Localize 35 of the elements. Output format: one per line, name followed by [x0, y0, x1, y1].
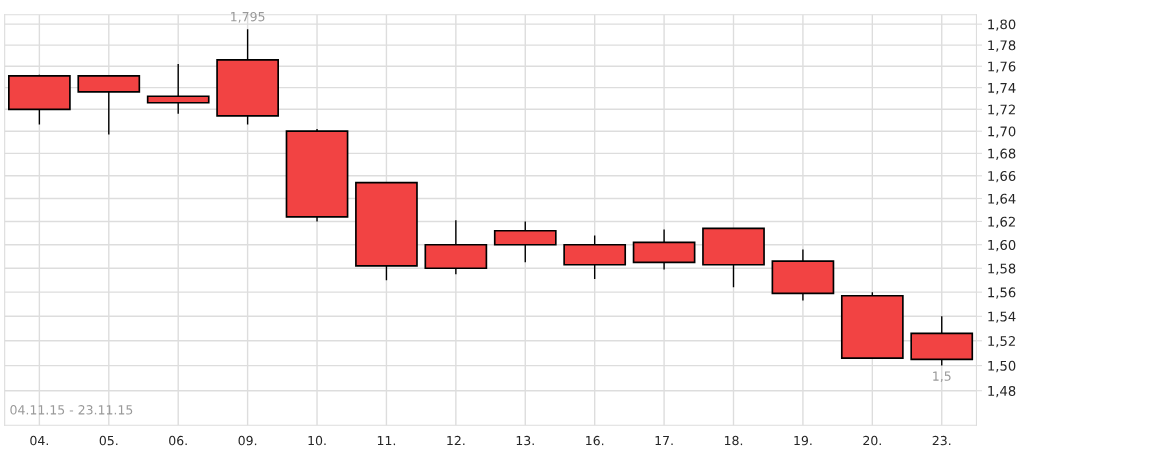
annotation: 1,5: [933, 371, 951, 383]
x-tick-label: 12.: [447, 435, 465, 446]
y-tick-label: 1,78: [988, 40, 1016, 52]
y-tick-label: 1,48: [988, 385, 1016, 398]
x-tick-label: 17.: [655, 436, 673, 446]
x-tick-label: 16.: [586, 435, 604, 446]
x-tick-label: 23.: [932, 435, 951, 446]
y-tick-label: 1,72: [988, 104, 1015, 116]
y-tick-label: 1,64: [988, 193, 1016, 206]
x-tick-label: 13.: [516, 435, 534, 446]
y-tick-label: 1,76: [988, 61, 1016, 73]
y-tick-label: 1,80: [988, 19, 1016, 31]
y-tick-label: 1,70: [988, 126, 1016, 138]
y-tick-label: 1,68: [988, 148, 1016, 160]
x-tick-label: 05.: [99, 435, 118, 446]
x-tick-label: 18.: [724, 435, 743, 446]
candlestick: [146, 63, 210, 115]
y-tick-label: 1,66: [988, 171, 1016, 183]
y-tick-label: 1,58: [988, 263, 1016, 275]
x-tick-label: 11.: [377, 436, 396, 446]
x-tick-label: 10.: [308, 435, 326, 446]
y-tick-label: 1,56: [988, 287, 1016, 299]
x-tick-label: 20.: [863, 435, 881, 446]
y-tick-label: 1,50: [988, 360, 1016, 373]
annotation: 1,795: [231, 11, 265, 23]
annotation: 04.11.15 - 23.11.15: [10, 405, 133, 415]
x-tick-label: 09.: [238, 435, 257, 446]
y-tick-label: 1,62: [988, 216, 1015, 229]
x-tick-label: 04.: [30, 435, 48, 446]
y-tick-label: 1,60: [988, 239, 1016, 252]
x-tick-label: 19.: [794, 435, 812, 446]
y-tick-label: 1,54: [988, 311, 1016, 323]
y-tick-label: 1,52: [988, 336, 1015, 348]
y-tick-label: 1,74: [988, 83, 1016, 95]
x-tick-label: 06.: [169, 435, 187, 446]
